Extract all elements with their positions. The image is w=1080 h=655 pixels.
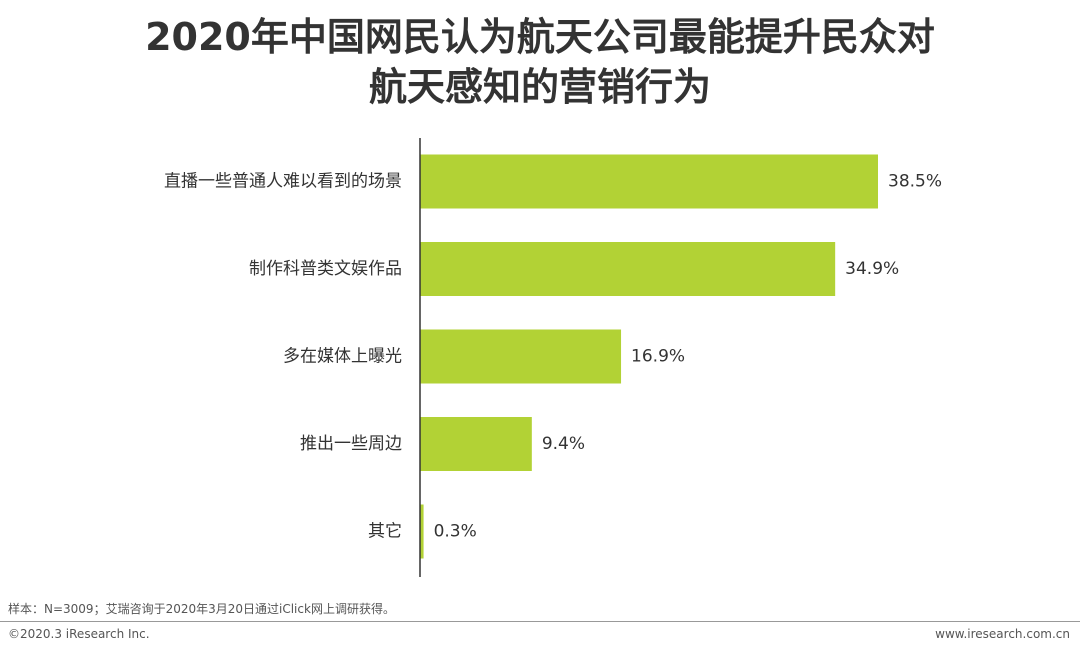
website-link[interactable]: www.iresearch.com.cn [935,627,1070,641]
bar-chart: 直播一些普通人难以看到的场景 38.5% 制作科普类文娱作品 34.9% 多在媒体上曝光… [164,138,942,577]
bar [420,154,878,209]
value-label: 38.5% [888,172,942,192]
category-label: 直播一些普通人难以看到的场景 [164,172,402,192]
value-label: 9.4% [542,434,585,454]
chart-title-line-2: 航天感知的营销行为 [368,65,711,109]
chart-title-line-1: 2020年中国网民认为航天公司最能提升民众对 [145,15,935,59]
bar [420,504,424,559]
value-label: 34.9% [845,259,899,279]
copyright-text: ©2020.3 iResearch Inc. [8,627,150,641]
bar [420,242,836,296]
category-label: 制作科普类文娱作品 [249,259,402,279]
value-label: 16.9% [631,347,685,367]
category-label: 其它 [368,522,402,542]
sample-note: 样本：N=3009；艾瑞咨询于2020年3月20日通过iClick网上调研获得。 [8,602,395,616]
category-label: 多在媒体上曝光 [283,347,402,367]
bar [420,417,532,471]
chart-title: 2020年中国网民认为航天公司最能提升民众对 航天感知的营销行为 [0,12,1080,112]
value-label: 0.3% [434,522,477,542]
category-label: 推出一些周边 [300,434,402,454]
footer-divider [0,621,1080,622]
bar [420,329,622,384]
